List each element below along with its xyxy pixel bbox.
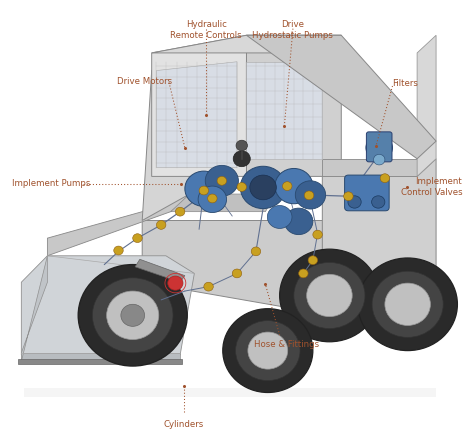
Circle shape — [236, 140, 247, 151]
Circle shape — [208, 194, 217, 203]
Circle shape — [175, 207, 185, 216]
Circle shape — [217, 176, 227, 185]
Circle shape — [233, 151, 250, 167]
Circle shape — [308, 256, 318, 265]
Polygon shape — [142, 185, 417, 309]
Polygon shape — [171, 194, 275, 212]
Circle shape — [307, 274, 352, 317]
Circle shape — [348, 196, 361, 208]
Circle shape — [283, 182, 292, 191]
Text: Implement
Control Valves: Implement Control Valves — [401, 177, 462, 198]
Circle shape — [223, 309, 313, 392]
Circle shape — [156, 220, 166, 229]
Circle shape — [92, 278, 173, 353]
Circle shape — [198, 186, 227, 213]
Circle shape — [237, 183, 246, 191]
Circle shape — [385, 283, 430, 325]
FancyBboxPatch shape — [345, 175, 389, 211]
Circle shape — [232, 269, 242, 278]
Circle shape — [299, 269, 308, 278]
Circle shape — [295, 181, 326, 209]
Circle shape — [121, 304, 145, 326]
Circle shape — [267, 206, 292, 228]
Circle shape — [204, 282, 213, 291]
Circle shape — [294, 262, 365, 329]
Text: Implement Pumps: Implement Pumps — [12, 179, 90, 188]
Polygon shape — [152, 35, 341, 53]
Text: Hydraulic
Remote Controls: Hydraulic Remote Controls — [170, 20, 242, 40]
Circle shape — [251, 247, 261, 256]
Circle shape — [107, 291, 159, 340]
Circle shape — [366, 135, 392, 160]
Polygon shape — [18, 359, 182, 364]
Polygon shape — [246, 35, 341, 176]
Polygon shape — [246, 35, 436, 159]
Circle shape — [280, 249, 379, 342]
Circle shape — [372, 271, 443, 337]
Circle shape — [199, 186, 209, 195]
Circle shape — [185, 171, 223, 206]
Polygon shape — [21, 256, 47, 362]
Circle shape — [248, 332, 288, 369]
Polygon shape — [156, 62, 237, 168]
Polygon shape — [322, 159, 417, 176]
Circle shape — [114, 246, 123, 255]
Circle shape — [304, 191, 314, 200]
Circle shape — [374, 154, 385, 165]
Circle shape — [236, 321, 300, 381]
Polygon shape — [142, 44, 199, 220]
Text: Cylinders: Cylinders — [164, 420, 204, 429]
Circle shape — [284, 208, 313, 235]
Circle shape — [205, 165, 238, 196]
Circle shape — [344, 192, 353, 201]
Circle shape — [372, 196, 385, 208]
Polygon shape — [152, 35, 246, 176]
Circle shape — [275, 168, 313, 204]
Polygon shape — [246, 62, 322, 159]
Polygon shape — [322, 159, 436, 300]
Text: Drive Motors: Drive Motors — [117, 77, 172, 86]
Circle shape — [133, 234, 142, 243]
Text: Filters: Filters — [392, 79, 419, 88]
Polygon shape — [21, 256, 194, 355]
Circle shape — [240, 166, 286, 209]
Polygon shape — [21, 353, 180, 362]
Circle shape — [358, 258, 457, 351]
Circle shape — [313, 230, 322, 239]
Circle shape — [250, 175, 276, 200]
Circle shape — [380, 174, 390, 183]
FancyBboxPatch shape — [366, 132, 392, 162]
Polygon shape — [47, 185, 190, 256]
Text: Hose & Fittings: Hose & Fittings — [254, 340, 319, 349]
Circle shape — [78, 265, 187, 366]
Polygon shape — [417, 35, 436, 176]
Polygon shape — [24, 388, 436, 397]
Text: Drive
Hydrostatic Pumps: Drive Hydrostatic Pumps — [253, 20, 333, 40]
Polygon shape — [135, 259, 185, 282]
Circle shape — [168, 276, 183, 290]
